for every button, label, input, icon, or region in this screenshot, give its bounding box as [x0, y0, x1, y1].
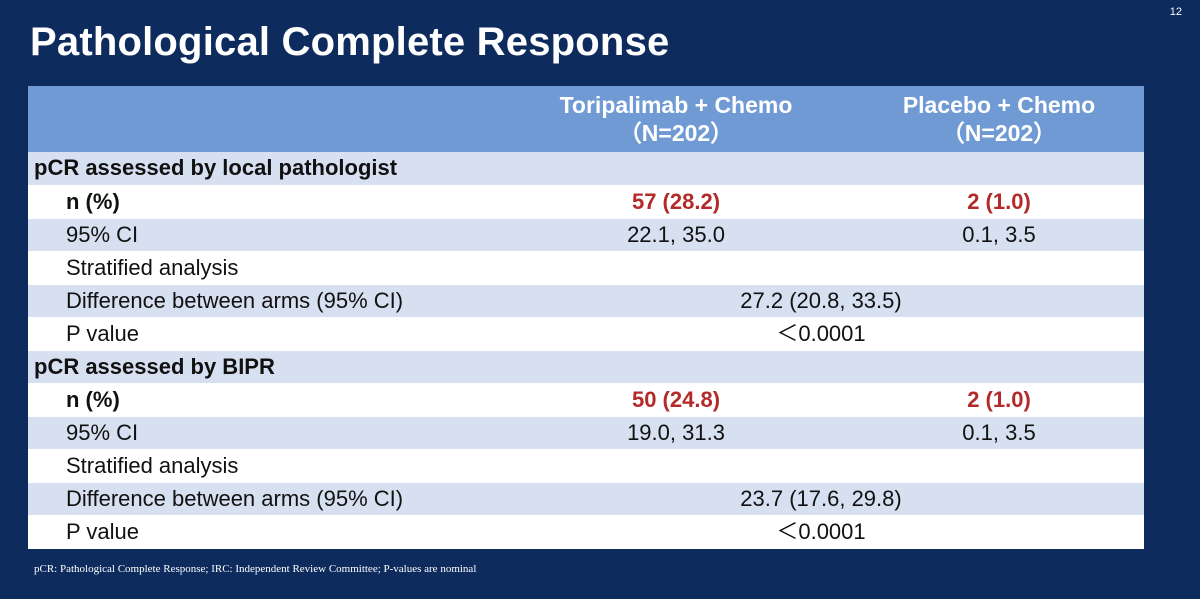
table-header-row: Toripalimab + Chemo （N=202） Placebo + Ch… — [28, 86, 1144, 152]
header-toripalimab-n: （N=202） — [618, 120, 734, 146]
table-row: 95% CI 19.0, 31.3 0.1, 3.5 — [28, 416, 1144, 450]
header-placebo-n: （N=202） — [941, 120, 1057, 146]
row-label-pvalue: P value — [28, 515, 498, 549]
cell-ci-toripalimab: 22.1, 35.0 — [498, 218, 854, 252]
header-placebo: Placebo + Chemo （N=202） — [854, 86, 1144, 152]
row-label-pvalue: P value — [28, 317, 498, 351]
header-toripalimab-name: Toripalimab + Chemo — [559, 92, 793, 118]
cell-ci-placebo: 0.1, 3.5 — [854, 416, 1144, 450]
table-row: Stratified analysis — [28, 449, 1144, 483]
row-label-ci: 95% CI — [28, 416, 498, 450]
cell-ci-toripalimab: 19.0, 31.3 — [498, 416, 854, 450]
cell-n-toripalimab: 50 (24.8) — [498, 383, 854, 417]
row-label-stratified: Stratified analysis — [28, 251, 1144, 285]
cell-difference-value: 23.7 (17.6, 29.8) — [498, 482, 1144, 516]
section-title: pCR assessed by BIPR — [28, 350, 1144, 384]
table-row: n (%) 57 (28.2) 2 (1.0) — [28, 185, 1144, 219]
cell-pvalue: ＜0.0001 — [498, 515, 1144, 549]
table-row: 95% CI 22.1, 35.0 0.1, 3.5 — [28, 218, 1144, 252]
footnote: pCR: Pathological Complete Response; IRC… — [34, 563, 477, 575]
row-label-difference: Difference between arms (95% CI) — [28, 284, 498, 318]
cell-n-placebo: 2 (1.0) — [854, 383, 1144, 417]
row-label-difference: Difference between arms (95% CI) — [28, 482, 498, 516]
header-toripalimab: Toripalimab + Chemo （N=202） — [498, 86, 854, 152]
cell-n-placebo: 2 (1.0) — [854, 185, 1144, 219]
table-row: Difference between arms (95% CI) 23.7 (1… — [28, 482, 1144, 516]
row-label-ci: 95% CI — [28, 218, 498, 252]
section-row-bipr: pCR assessed by BIPR — [28, 350, 1144, 384]
table-row: P value ＜0.0001 — [28, 515, 1144, 549]
page-title: Pathological Complete Response — [30, 20, 670, 64]
section-row-local: pCR assessed by local pathologist — [28, 152, 1144, 186]
table-row: Difference between arms (95% CI) 27.2 (2… — [28, 284, 1144, 318]
table-row: Stratified analysis — [28, 251, 1144, 285]
table-row: n (%) 50 (24.8) 2 (1.0) — [28, 383, 1144, 417]
section-title: pCR assessed by local pathologist — [28, 152, 1144, 186]
row-label-n: n (%) — [28, 383, 498, 417]
cell-n-toripalimab: 57 (28.2) — [498, 185, 854, 219]
table-row: P value ＜0.0001 — [28, 317, 1144, 351]
slide-number: 12 — [1169, 6, 1182, 18]
header-placebo-name: Placebo + Chemo — [902, 92, 1096, 118]
row-label-stratified: Stratified analysis — [28, 449, 1144, 483]
cell-difference-value: 27.2 (20.8, 33.5) — [498, 284, 1144, 318]
cell-pvalue: ＜0.0001 — [498, 317, 1144, 351]
header-empty-cell — [28, 86, 498, 152]
pcr-results-table: Toripalimab + Chemo （N=202） Placebo + Ch… — [28, 86, 1144, 549]
cell-ci-placebo: 0.1, 3.5 — [854, 218, 1144, 252]
row-label-n: n (%) — [28, 185, 498, 219]
